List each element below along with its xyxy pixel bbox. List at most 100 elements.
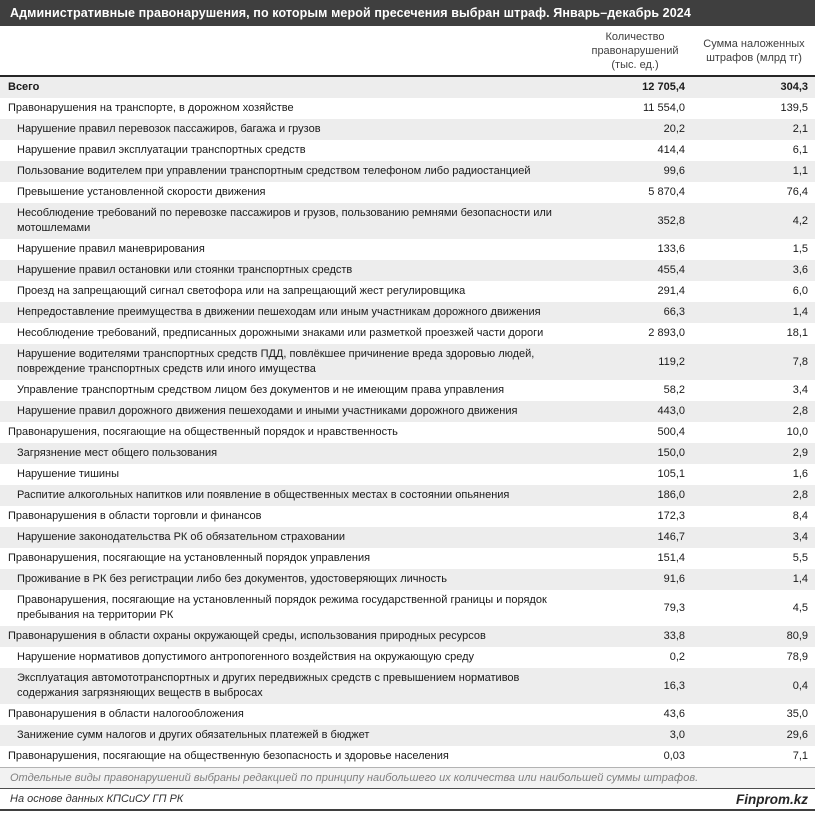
table-row: Правонарушения на транспорте, в дорожном… xyxy=(0,98,815,119)
row-count-value: 91,6 xyxy=(663,573,685,585)
row-label: Всего xyxy=(8,81,40,93)
page-title: Административные правонарушения, по кото… xyxy=(10,6,691,20)
row-fines-value: 2,8 xyxy=(792,489,808,501)
table-body: Всего 12 705,4 304,3 Правонарушения на тран… xyxy=(0,77,815,767)
row-label: Проживание в РК без регистрации либо без… xyxy=(17,573,447,585)
row-label: Нарушение правил эксплуатации транспортн… xyxy=(17,144,306,156)
row-count-value: 99,6 xyxy=(663,165,685,177)
table-row: Занижение сумм налогов и других обязател… xyxy=(0,725,815,746)
row-label: Нарушение нормативов допустимого антропо… xyxy=(17,651,475,663)
row-fines-value: 3,6 xyxy=(792,264,808,276)
row-label: Правонарушения в области охраны окружающ… xyxy=(8,630,486,642)
row-label: Пользование водителем при управлении тра… xyxy=(17,165,531,177)
table-row: Нарушение правил перевозок пассажиров, б… xyxy=(0,119,815,140)
table-row: Правонарушения в области охраны окружающ… xyxy=(0,626,815,647)
table-row: Нарушение нормативов допустимого антропо… xyxy=(0,647,815,668)
brand-logo: Finprom.kz xyxy=(735,791,808,807)
row-fines-value: 18,1 xyxy=(786,327,808,339)
row-count-value: 66,3 xyxy=(663,306,685,318)
row-label: Эксплуатация автомототранспортных и друг… xyxy=(17,672,520,699)
table-row: Непредоставление преимущества в движении… xyxy=(0,302,815,323)
row-fines-value: 5,5 xyxy=(792,552,808,564)
row-label: Правонарушения, посягающие на общественн… xyxy=(8,426,398,438)
row-label: Занижение сумм налогов и других обязател… xyxy=(17,729,370,741)
row-label: Нарушение водителями транспортных средст… xyxy=(17,348,535,375)
row-count-value: 105,1 xyxy=(657,468,685,480)
row-label: Правонарушения в области налогообложения xyxy=(8,708,244,720)
table-row: Нарушение правил дорожного движения пеше… xyxy=(0,401,815,422)
row-fines-value: 78,9 xyxy=(786,651,808,663)
row-count-value: 33,8 xyxy=(663,630,685,642)
row-count-value: 79,3 xyxy=(663,601,685,614)
row-label: Правонарушения, посягающие на общественн… xyxy=(8,750,449,762)
row-label: Несоблюдение требований по перевозке пас… xyxy=(17,207,552,234)
table-row: Превышение установленной скорости движен… xyxy=(0,182,815,203)
row-fines-value: 7,1 xyxy=(792,750,808,762)
row-label: Распитие алкогольных напитков или появле… xyxy=(17,489,510,501)
row-count-value: 172,3 xyxy=(657,510,685,522)
table-row: Нарушение правил маневрирования 133,6 1,5 xyxy=(0,239,815,260)
table-row: Пользование водителем при управлении тра… xyxy=(0,161,815,182)
row-fines-value: 6,0 xyxy=(792,285,808,297)
table-row: Правонарушения, посягающие на установлен… xyxy=(0,590,815,626)
row-count-value: 0,2 xyxy=(669,651,685,663)
row-fines-value: 10,0 xyxy=(786,426,808,438)
table-row: Несоблюдение требований, предписанных до… xyxy=(0,323,815,344)
row-count-value: 3,0 xyxy=(669,729,685,741)
title-bar: Административные правонарушения, по кото… xyxy=(0,0,815,26)
row-label: Нарушение правил остановки или стоянки т… xyxy=(17,264,353,276)
row-fines-value: 1,6 xyxy=(792,468,808,480)
row-count-value: 20,2 xyxy=(663,123,685,135)
row-label: Нарушение правил перевозок пассажиров, б… xyxy=(17,123,321,135)
row-fines-value: 2,1 xyxy=(792,123,808,135)
row-label: Превышение установленной скорости движен… xyxy=(17,186,266,198)
row-label: Правонарушения, посягающие на установлен… xyxy=(17,594,547,621)
row-count-value: 12 705,4 xyxy=(642,81,685,93)
row-fines-value: 80,9 xyxy=(786,630,808,642)
source-bar: На основе данных КПСиСУ ГП РК Finprom.kz xyxy=(0,788,815,811)
table-row: Всего 12 705,4 304,3 xyxy=(0,77,815,98)
row-label: Нарушение тишины xyxy=(17,468,120,480)
table-row: Правонарушения в области налогообложения… xyxy=(0,704,815,725)
row-count-value: 5 870,4 xyxy=(648,186,685,198)
table-row: Правонарушения, посягающие на установлен… xyxy=(0,548,815,569)
row-fines-value: 2,8 xyxy=(792,405,808,417)
table-row: Нарушение правил эксплуатации транспортн… xyxy=(0,140,815,161)
row-fines-value: 7,8 xyxy=(792,355,808,368)
row-count-value: 0,03 xyxy=(663,750,685,762)
data-source: На основе данных КПСиСУ ГП РК xyxy=(10,793,184,805)
row-count-value: 186,0 xyxy=(657,489,685,501)
row-label: Правонарушения в области торговли и фина… xyxy=(8,510,262,522)
row-count-value: 11 554,0 xyxy=(642,102,685,114)
row-fines-value: 4,5 xyxy=(792,601,808,614)
row-count-value: 151,4 xyxy=(657,552,685,564)
table-row: Правонарушения, посягающие на общественн… xyxy=(0,746,815,767)
table-row: Несоблюдение требований по перевозке пас… xyxy=(0,203,815,239)
row-count-value: 500,4 xyxy=(657,426,685,438)
row-fines-value: 1,4 xyxy=(792,306,808,318)
table-column-headers: Количество правонарушений (тыс. ед.) Сум… xyxy=(0,26,815,77)
footnote: Отдельные виды правонарушений выбраны ре… xyxy=(0,767,815,788)
row-fines-value: 1,5 xyxy=(792,243,808,255)
table-row: Загрязнение мест общего пользования 150,0… xyxy=(0,443,815,464)
row-count-value: 352,8 xyxy=(657,214,685,227)
column-header-empty xyxy=(0,49,577,53)
row-label: Нарушение правил дорожного движения пеше… xyxy=(17,405,518,417)
row-count-value: 291,4 xyxy=(657,285,685,297)
row-label: Непредоставление преимущества в движении… xyxy=(17,306,541,318)
table-row: Нарушение правил остановки или стоянки т… xyxy=(0,260,815,281)
row-label: Нарушение законодательства РК об обязате… xyxy=(17,531,346,543)
row-count-value: 2 893,0 xyxy=(648,327,685,339)
row-fines-value: 8,4 xyxy=(792,510,808,522)
table-row: Управление транспортным средством лицом … xyxy=(0,380,815,401)
row-fines-value: 2,9 xyxy=(792,447,808,459)
column-header-count: Количество правонарушений (тыс. ед.) xyxy=(591,30,679,71)
row-label: Правонарушения, посягающие на установлен… xyxy=(8,552,371,564)
row-count-value: 16,3 xyxy=(663,679,685,692)
row-fines-value: 35,0 xyxy=(786,708,808,720)
row-count-value: 443,0 xyxy=(657,405,685,417)
row-count-value: 58,2 xyxy=(663,384,685,396)
row-label: Нарушение правил маневрирования xyxy=(17,243,205,255)
row-label: Управление транспортным средством лицом … xyxy=(17,384,505,396)
row-fines-value: 139,5 xyxy=(780,102,808,114)
